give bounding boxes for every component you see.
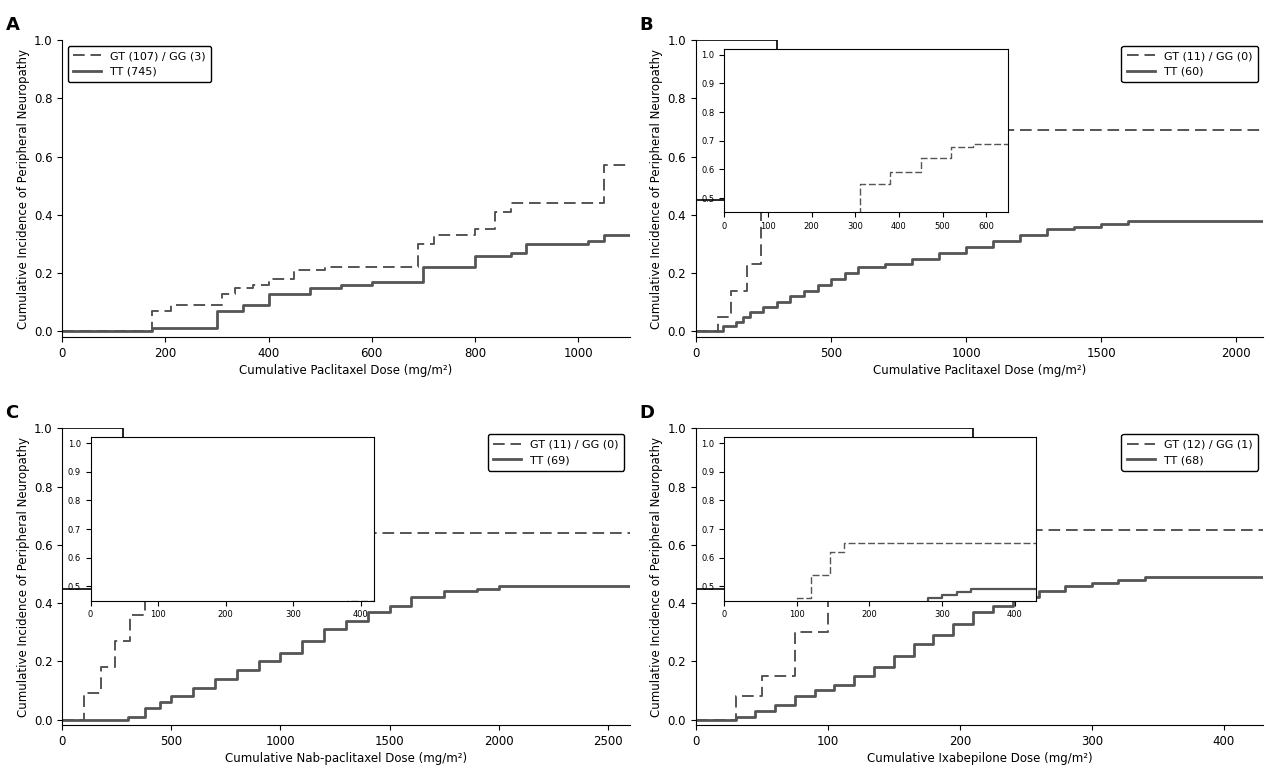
Legend: GT (12) / GG (1), TT (68): GT (12) / GG (1), TT (68) <box>1121 434 1258 471</box>
Legend: GT (107) / GG (3), TT (745): GT (107) / GG (3), TT (745) <box>68 45 211 82</box>
Y-axis label: Cumulative Incidence of Peripheral Neuropathy: Cumulative Incidence of Peripheral Neuro… <box>650 48 663 328</box>
Bar <box>63 429 123 589</box>
Text: B: B <box>639 16 653 34</box>
X-axis label: Cumulative Paclitaxel Dose (mg/m²): Cumulative Paclitaxel Dose (mg/m²) <box>873 364 1087 377</box>
Y-axis label: Cumulative Incidence of Peripheral Neuropathy: Cumulative Incidence of Peripheral Neuro… <box>17 48 29 328</box>
X-axis label: Cumulative Ixabepilone Dose (mg/m²): Cumulative Ixabepilone Dose (mg/m²) <box>867 752 1092 766</box>
Y-axis label: Cumulative Incidence of Peripheral Neuropathy: Cumulative Incidence of Peripheral Neuro… <box>17 437 29 717</box>
Legend: GT (11) / GG (0), TT (69): GT (11) / GG (0), TT (69) <box>488 434 625 471</box>
Text: A: A <box>5 16 19 34</box>
Text: D: D <box>639 404 654 422</box>
Y-axis label: Cumulative Incidence of Peripheral Neuropathy: Cumulative Incidence of Peripheral Neuro… <box>650 437 663 717</box>
X-axis label: Cumulative Nab-paclitaxel Dose (mg/m²): Cumulative Nab-paclitaxel Dose (mg/m²) <box>225 752 467 766</box>
Bar <box>696 40 777 200</box>
Legend: GT (11) / GG (0), TT (60): GT (11) / GG (0), TT (60) <box>1121 45 1258 82</box>
X-axis label: Cumulative Paclitaxel Dose (mg/m²): Cumulative Paclitaxel Dose (mg/m²) <box>239 364 453 377</box>
Bar <box>696 429 973 589</box>
Text: C: C <box>5 404 19 422</box>
